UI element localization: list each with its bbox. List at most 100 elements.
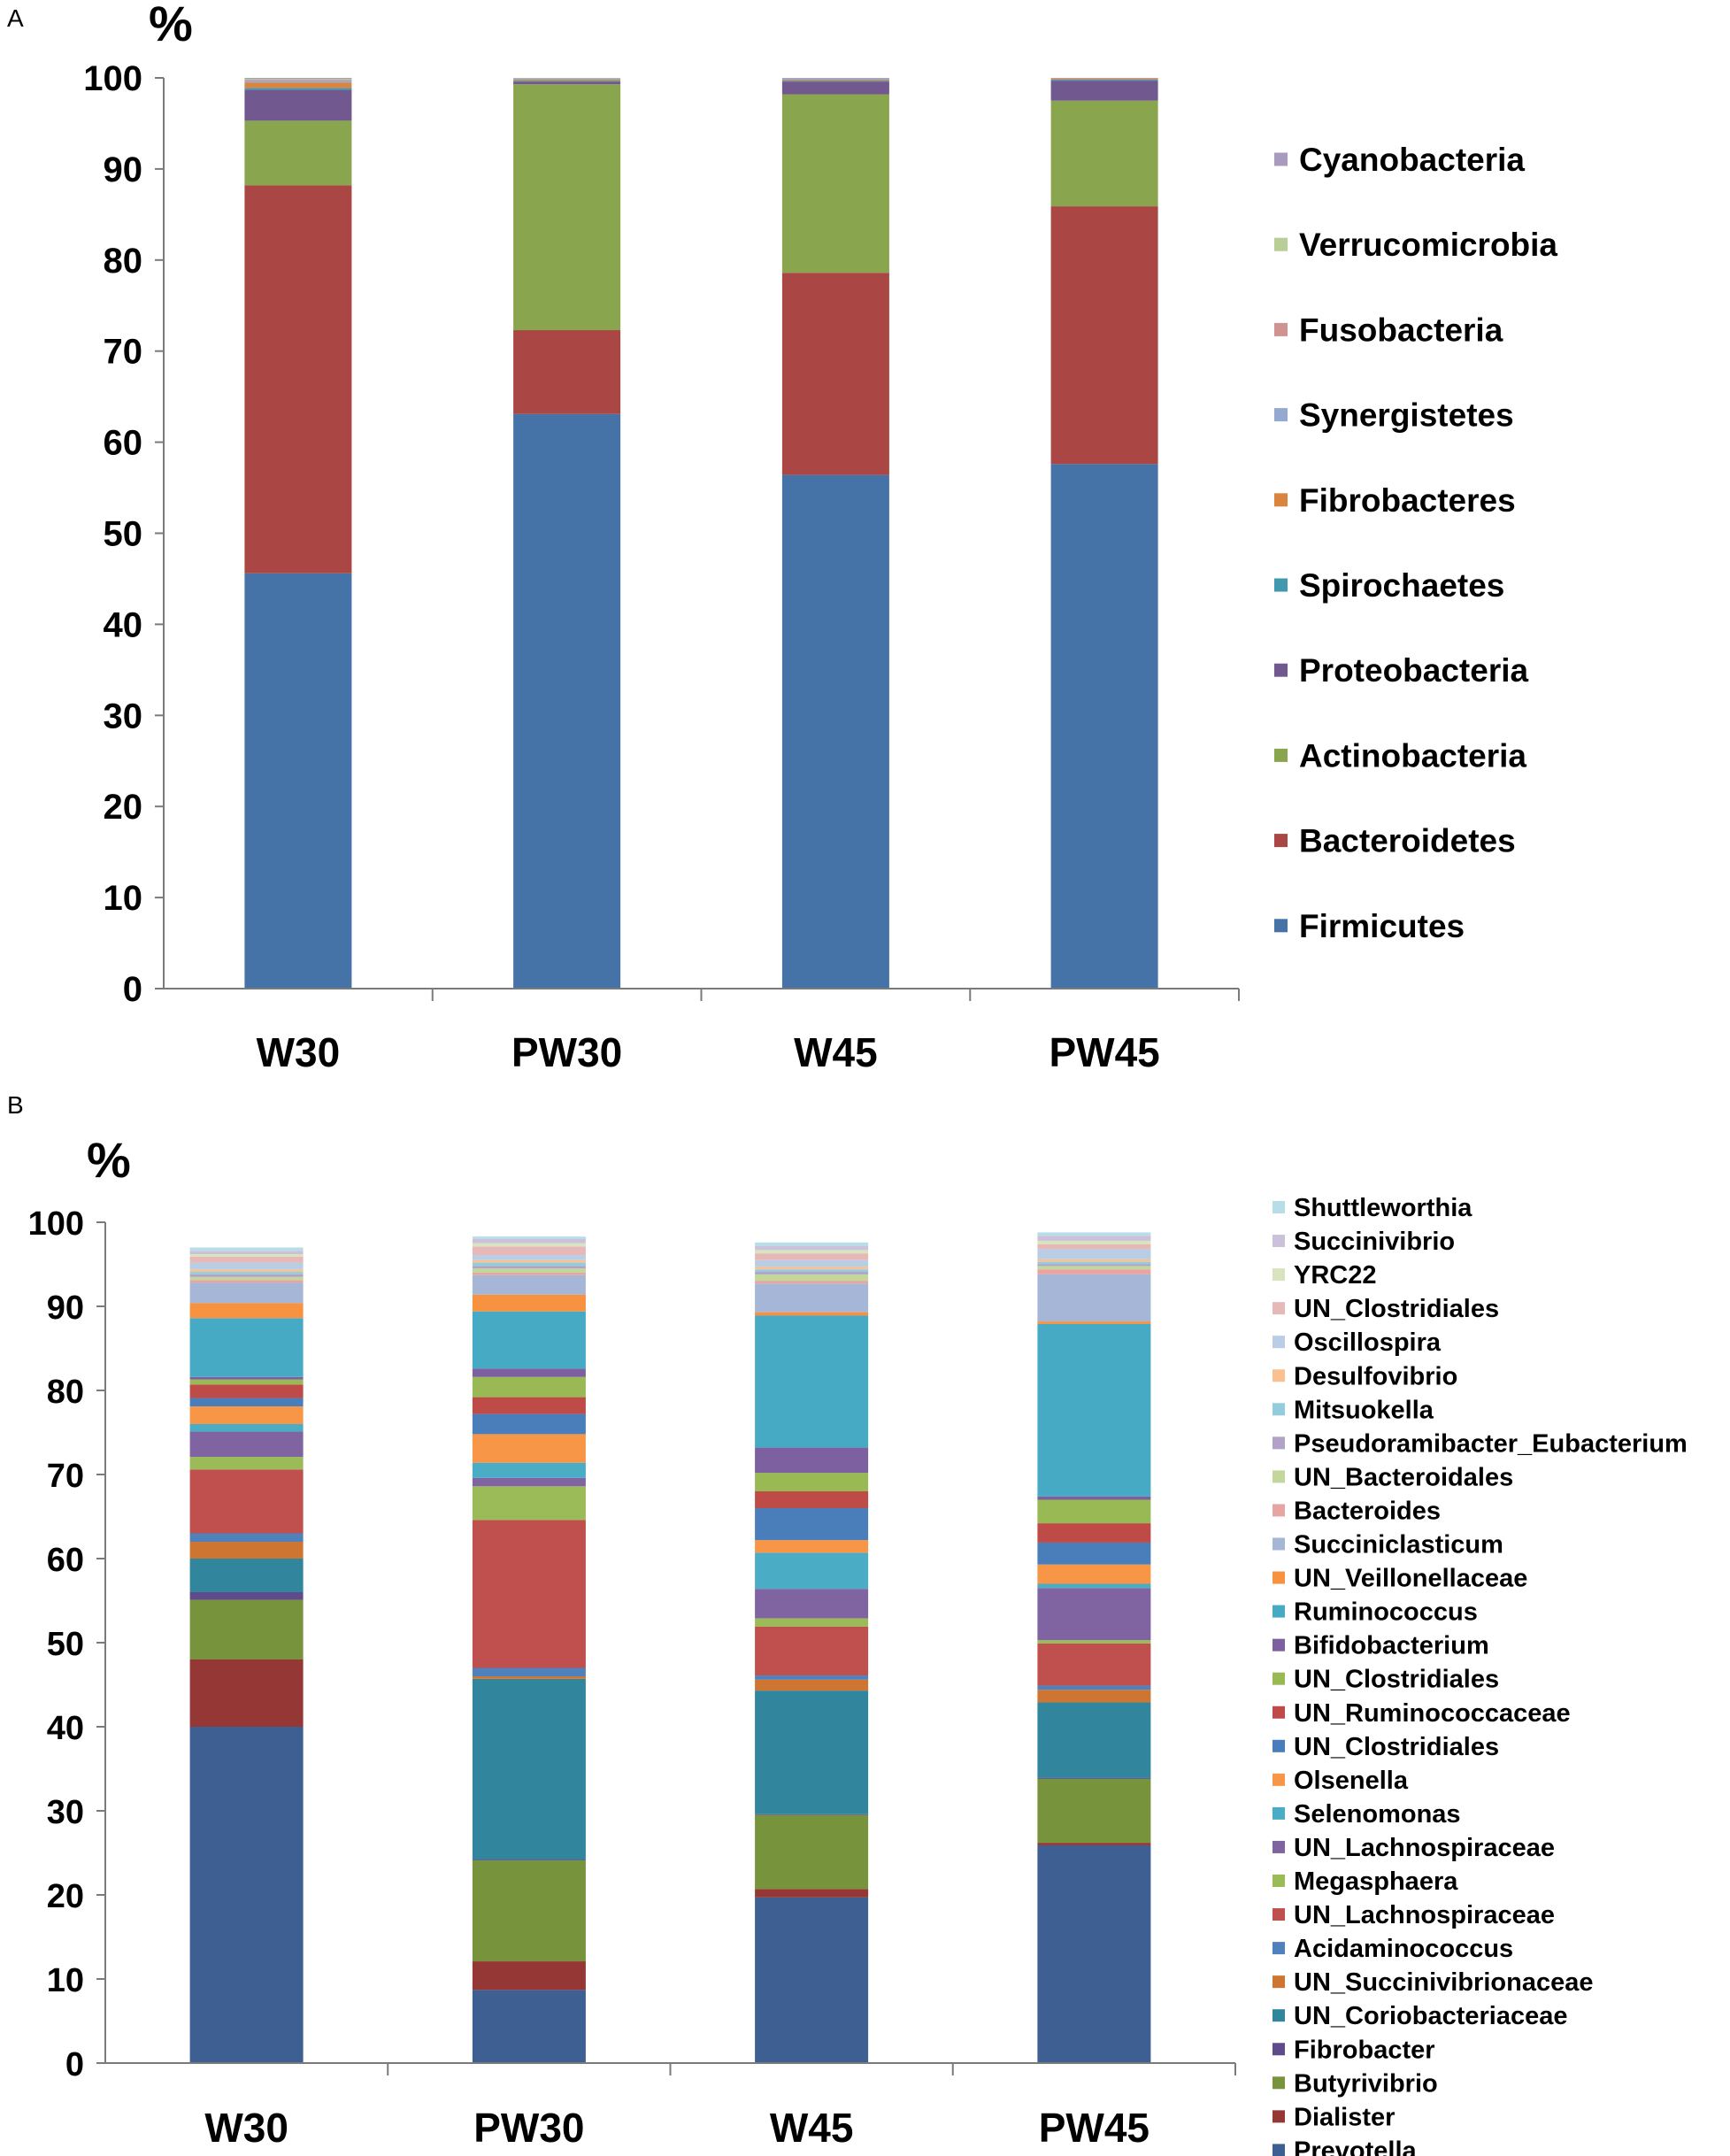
panel-b-category-label-w45: W45 <box>770 2105 854 2151</box>
panel-b-bar-pw45-bacteroides-19 <box>1037 1269 1151 1274</box>
panel-a-legend-item-fusobacteria: Fusobacteria <box>1274 312 1503 348</box>
panel-b-legend-swatch <box>1273 1504 1285 1517</box>
panel-a-bar-w45-cyanobacteria-9 <box>781 78 889 79</box>
panel-a-legend-swatch <box>1274 493 1288 507</box>
panel-a-y-tick-label: 10 <box>104 879 143 918</box>
panel-a-category-label-pw30: PW30 <box>511 1029 622 1075</box>
panel-b-bar-w30-fibrobacter-3 <box>189 1592 304 1600</box>
panel-a-bars <box>244 78 1158 989</box>
panel-b-legend-item-shuttleworthia: Shuttleworthia <box>1273 1194 1472 1222</box>
panel-b-bar-pw45-pseudoramibacter-eubacterium-21 <box>1037 1264 1151 1267</box>
panel-a-legend-swatch <box>1274 919 1288 933</box>
panel-a-unit-label: % <box>149 0 193 51</box>
panel-b-legend-swatch <box>1273 1571 1285 1584</box>
panel-b-legend-item-un-coriobacteriaceae: UN_Coriobacteriaceae <box>1273 2002 1567 2030</box>
panel-a-legend-swatch <box>1274 578 1288 592</box>
panel-a-bar-w45-firmicutes-0 <box>781 474 889 989</box>
panel-b-bar-w45-succinivibrio-27 <box>755 1245 869 1251</box>
panel-b-bar-pw45-succinivibrio-27 <box>1037 1236 1151 1241</box>
panel-b-legend-swatch <box>1273 2076 1285 2090</box>
panel-a-bar-pw30-actinobacteria-2 <box>513 84 621 331</box>
panel-b-bar-w30-oscillospira-24 <box>189 1262 304 1270</box>
panel-b-bar-w45-un-clostridiales-14 <box>755 1473 869 1491</box>
panel-b-legend-swatch <box>1273 2110 1285 2123</box>
panel-b-bar-w30-shuttleworthia-28 <box>189 1247 304 1251</box>
panel-b-legend-swatch <box>1273 1942 1285 1955</box>
panel-b-legend-label: Pseudoramibacter_Eubacterium <box>1294 1429 1688 1458</box>
panel-b-legend-item-oscillospira: Oscillospira <box>1273 1328 1442 1357</box>
panel-a-legend-item-fibrobacteres: Fibrobacteres <box>1274 482 1516 519</box>
panel-a-y-tick-label: 0 <box>123 970 142 1009</box>
panel-b-legend-label: UN_Coriobacteriaceae <box>1294 2002 1567 2030</box>
panel-b-bar-w30-un-veillonellaceae-17 <box>189 1303 304 1319</box>
panel-b-legend-item-olsenella: Olsenella <box>1273 1767 1409 1795</box>
panel-a-bar-pw30-bacteroidetes-1 <box>513 330 621 414</box>
panel-b-bar-pw45-ruminococcus-16 <box>1037 1323 1151 1497</box>
panel-b-legend-item-dialister: Dialister <box>1273 2103 1395 2131</box>
panel-b-legend-label: Selenomonas <box>1294 1800 1461 1829</box>
panel-b-y-tick-label: 100 <box>28 1205 84 1243</box>
panel-b-bar-w45-un-lachnospiraceae-9 <box>755 1589 869 1619</box>
panel-b-y-tick-label: 60 <box>47 1542 84 1579</box>
panel-b-legend-swatch <box>1273 1840 1285 1853</box>
panel-b-legend-label: YRC22 <box>1294 1261 1377 1290</box>
panel-a-bar-pw45-firmicutes-0 <box>1050 464 1158 989</box>
panel-b-legend-label: UN_Bacteroidales <box>1294 1463 1513 1491</box>
panel-a-legend-label: Synergistetes <box>1299 397 1514 434</box>
panel-b-bar-w30-succinivibrio-27 <box>189 1251 304 1255</box>
panel-b-bar-pw30-megasphaera-8 <box>472 1486 586 1521</box>
panel-b-y-tick-label: 10 <box>47 1962 84 1999</box>
panel-b-bar-pw45-succiniclasticum-18 <box>1037 1274 1151 1322</box>
panel-b-bar-pw45-un-clostridiales-25 <box>1037 1244 1151 1250</box>
panel-a-bar-pw30-fusobacteria-7 <box>513 78 621 80</box>
panel-b-unit-label: % <box>87 1132 131 1188</box>
panel-b-bar-w45-prevotella-0 <box>755 1897 869 2063</box>
panel-b-legend-swatch <box>1273 1268 1285 1282</box>
panel-b-bar-pw45-butyrivibrio-2 <box>1037 1778 1151 1844</box>
panel-b-legend-item-un-clostridiales: UN_Clostridiales <box>1273 1733 1499 1761</box>
panel-b-bar-pw30-bifidobacterium-15 <box>472 1368 586 1377</box>
panel-b-bar-pw30-prevotella-0 <box>472 1990 586 2063</box>
panel-b-legend-label: UN_Clostridiales <box>1294 1733 1499 1761</box>
panel-b-bar-w30-mitsuokella-22 <box>189 1272 304 1274</box>
panel-b-bar-w45-un-lachnospiraceae-7 <box>755 1626 869 1676</box>
panel-b-bar-pw45-dialister-1 <box>1037 1843 1151 1845</box>
panel-a-legend-swatch <box>1274 322 1288 336</box>
panel-b-bar-w30-un-succinivibrionaceae-5 <box>189 1542 304 1559</box>
panel-b-bar-w45-butyrivibrio-2 <box>755 1814 869 1890</box>
panel-b-bar-w45-mitsuokella-22 <box>755 1269 869 1273</box>
panel-b-bar-w30-selenomonas-10 <box>189 1424 304 1432</box>
panel-a-legend-label: Fibrobacteres <box>1299 482 1516 519</box>
panel-b-bar-pw45-shuttleworthia-28 <box>1037 1232 1151 1236</box>
panel-a-bar-pw30-synergistetes-6 <box>513 79 621 81</box>
panel-a-legend-item-cyanobacteria: Cyanobacteria <box>1274 142 1525 178</box>
panel-b-legend-swatch <box>1273 1436 1285 1450</box>
panel-b-bar-w30-un-lachnospiraceae-9 <box>189 1431 304 1458</box>
panel-a-bar-w45-proteobacteria-3 <box>781 81 889 95</box>
panel-b-legend-swatch <box>1273 1302 1285 1315</box>
panel-b-bar-w45-un-clostridiales-25 <box>755 1253 869 1260</box>
panel-a-bar-pw30-proteobacteria-3 <box>513 81 621 85</box>
panel-a-legend-item-firmicutes: Firmicutes <box>1274 908 1465 944</box>
panel-b-bar-pw30-un-lachnospiraceae-7 <box>472 1520 586 1668</box>
panel-b-legend-label: Acidaminococcus <box>1294 1935 1513 1963</box>
panel-b-legend-item-pseudoramibacter-eubacterium: Pseudoramibacter_Eubacterium <box>1273 1429 1688 1458</box>
panel-b-legend-swatch <box>1273 1706 1285 1719</box>
panel-b-bar-pw30-oscillospira-24 <box>472 1255 586 1260</box>
panel-a-bar-pw45-fibrobacteres-5 <box>1050 79 1158 81</box>
panel-b-y-tick-label: 70 <box>47 1458 84 1495</box>
panel-b-bar-pw45-un-clostridiales-14 <box>1037 1499 1151 1524</box>
panel-a-legend-swatch <box>1274 834 1288 848</box>
panel-b-bar-pw30-bacteroides-19 <box>472 1273 586 1275</box>
panel-b-bar-w30-un-clostridiales-25 <box>189 1256 304 1263</box>
panel-b-bar-w45-un-veillonellaceae-17 <box>755 1312 869 1316</box>
panel-b-legend-swatch <box>1273 1638 1285 1652</box>
panel-b-bar-w45-oscillospira-24 <box>755 1259 869 1267</box>
panel-a-y-tick-label: 40 <box>104 605 143 644</box>
panel-a-y-tick-label: 60 <box>104 424 143 463</box>
panel-b-legend-swatch <box>1273 1403 1285 1416</box>
panel-a-legend-label: Proteobacteria <box>1299 652 1529 689</box>
panel-b-legend-label: Bifidobacterium <box>1294 1632 1489 1660</box>
panel-a-legend-item-proteobacteria: Proteobacteria <box>1274 652 1529 689</box>
panel-b-bar-w45-megasphaera-8 <box>755 1618 869 1627</box>
